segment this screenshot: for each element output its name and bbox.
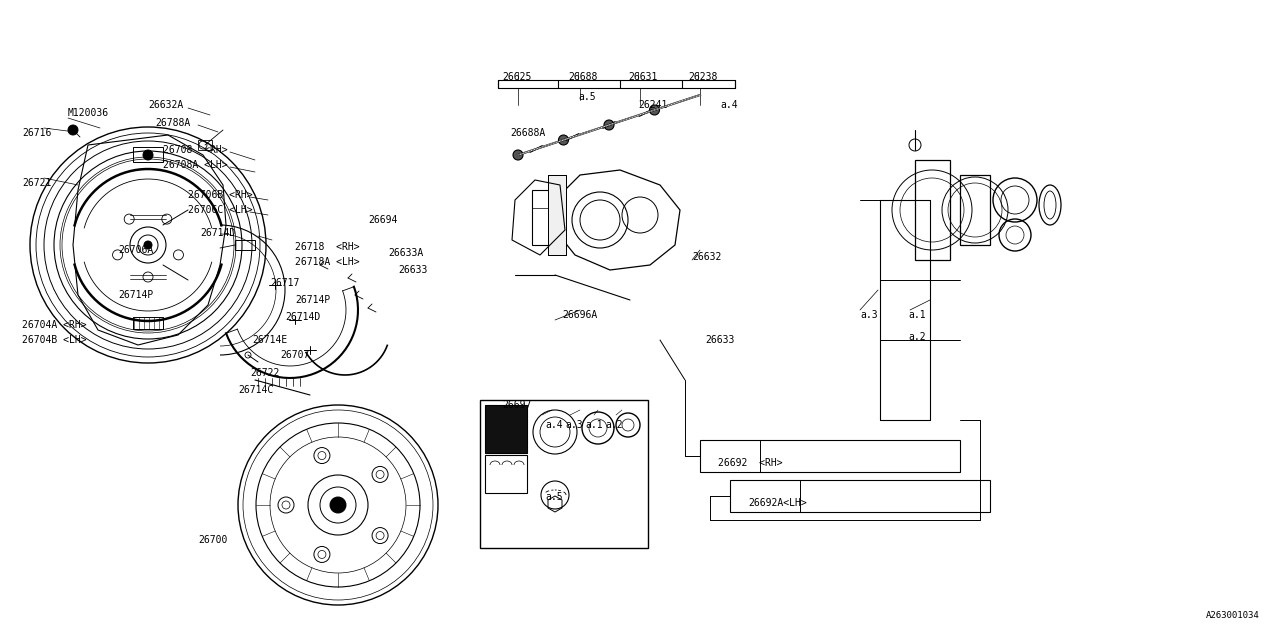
Bar: [198, 140, 212, 150]
Circle shape: [558, 135, 568, 145]
Text: 26718  <RH>: 26718 <RH>: [294, 242, 360, 252]
Text: 26714D: 26714D: [285, 312, 320, 322]
Text: a.2: a.2: [908, 332, 925, 342]
Text: 26721: 26721: [22, 178, 51, 188]
Bar: [485, 405, 527, 453]
Text: 26714P: 26714P: [118, 290, 154, 300]
Circle shape: [604, 120, 614, 130]
Text: 26722: 26722: [250, 368, 279, 378]
Text: 26700: 26700: [198, 535, 228, 545]
Text: a.4: a.4: [545, 420, 563, 430]
Text: 26697: 26697: [502, 400, 531, 410]
Text: 26688: 26688: [568, 72, 598, 82]
Text: a.1: a.1: [908, 310, 925, 320]
Text: 26717: 26717: [270, 278, 300, 288]
Text: 26706C <LH>: 26706C <LH>: [188, 205, 252, 215]
Bar: [133, 147, 163, 162]
Text: 26633: 26633: [705, 335, 735, 345]
Text: 26707: 26707: [280, 350, 310, 360]
Circle shape: [330, 497, 346, 513]
Text: 26688A: 26688A: [509, 128, 545, 138]
Bar: [915, 160, 950, 260]
Text: a.3: a.3: [564, 420, 582, 430]
Circle shape: [143, 150, 154, 160]
Bar: [548, 175, 566, 255]
Text: a.4: a.4: [721, 100, 737, 110]
Circle shape: [649, 105, 659, 115]
Text: a.1: a.1: [585, 420, 603, 430]
Text: 26633: 26633: [398, 265, 428, 275]
Text: 26708  <RH>: 26708 <RH>: [163, 145, 228, 155]
Text: 26692A<LH>: 26692A<LH>: [748, 498, 806, 508]
Text: 26632A: 26632A: [148, 100, 183, 110]
Text: 26631: 26631: [628, 72, 658, 82]
Text: 26241: 26241: [637, 100, 667, 110]
Bar: [548, 175, 566, 255]
Text: 26633A: 26633A: [388, 248, 424, 258]
Text: 26696A: 26696A: [562, 310, 598, 320]
Text: 26706B <RH>: 26706B <RH>: [188, 190, 252, 200]
Text: 26704B <LH>: 26704B <LH>: [22, 335, 87, 345]
Text: 26704A <RH>: 26704A <RH>: [22, 320, 87, 330]
Circle shape: [68, 125, 78, 135]
Circle shape: [145, 241, 152, 249]
Bar: [480, 400, 648, 548]
Text: A263001034: A263001034: [1206, 611, 1260, 620]
Text: M120036: M120036: [68, 108, 109, 118]
Text: a.5: a.5: [579, 92, 595, 102]
Text: 26714C: 26714C: [238, 385, 273, 395]
Text: 26692  <RH>: 26692 <RH>: [718, 458, 782, 468]
Text: 26238: 26238: [689, 72, 717, 82]
Text: a.3: a.3: [860, 310, 878, 320]
Text: 26714D: 26714D: [200, 228, 236, 238]
Text: 26788A: 26788A: [155, 118, 191, 128]
Circle shape: [513, 150, 524, 160]
Text: 26632: 26632: [692, 252, 722, 262]
Text: 26714P: 26714P: [294, 295, 330, 305]
Text: 26694: 26694: [369, 215, 397, 225]
Bar: [236, 240, 255, 250]
Bar: [133, 317, 163, 329]
Text: 26708A <LH>: 26708A <LH>: [163, 160, 228, 170]
Bar: [700, 440, 960, 472]
Text: 26625: 26625: [502, 72, 531, 82]
Bar: [730, 480, 989, 512]
Bar: [960, 175, 989, 245]
Bar: [532, 190, 554, 245]
Text: 26714E: 26714E: [252, 335, 287, 345]
Text: 26718A <LH>: 26718A <LH>: [294, 257, 360, 267]
Bar: [485, 455, 527, 493]
Text: 26706A: 26706A: [118, 245, 154, 255]
Text: a.5: a.5: [545, 492, 563, 502]
Text: a.2: a.2: [605, 420, 622, 430]
Text: 26716: 26716: [22, 128, 51, 138]
